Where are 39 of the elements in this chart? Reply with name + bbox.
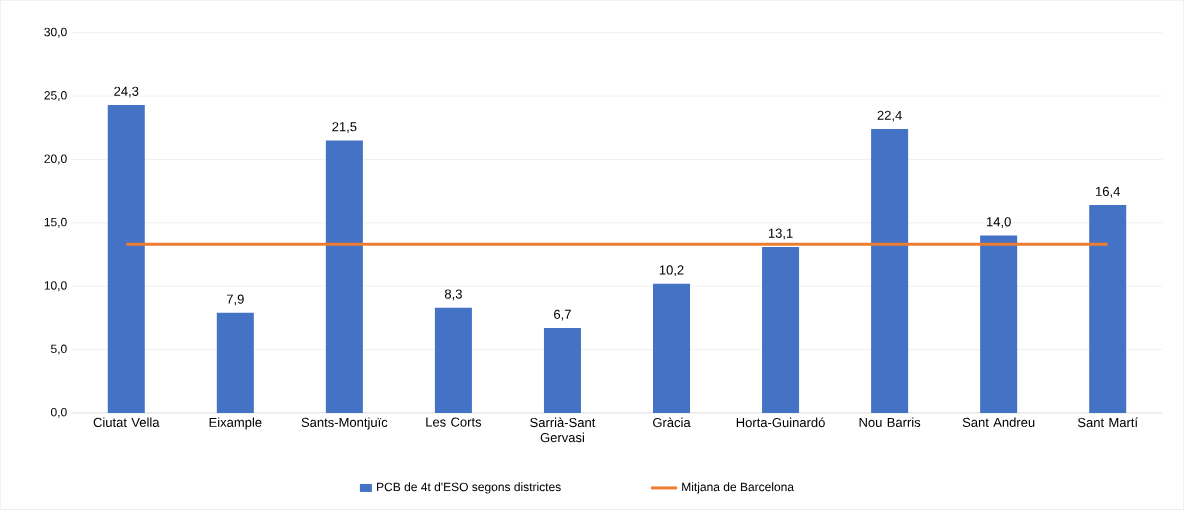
- bar: [543, 328, 581, 414]
- x-tick-label: Sants-Montjuïc: [301, 417, 388, 430]
- x-tick-label: Eixample: [209, 417, 262, 430]
- bar: [107, 105, 145, 414]
- y-tick-label: 20,0: [44, 154, 67, 165]
- x-tick-label: Sant Andreu: [962, 417, 1035, 428]
- data-label: 22,4: [877, 110, 902, 122]
- y-tick-label: 10,0: [44, 281, 67, 292]
- bar: [762, 247, 800, 414]
- y-tick-label: 5,0: [51, 344, 67, 355]
- legend-label: Mitjana de Barcelona: [682, 482, 795, 494]
- x-tick-label: Les Corts: [426, 417, 482, 427]
- bar: [216, 312, 254, 414]
- bar: [1089, 205, 1127, 414]
- bar: [871, 129, 909, 414]
- y-tick-label: 0,0: [50, 408, 67, 419]
- data-label: 6,7: [554, 309, 571, 321]
- bar: [325, 140, 363, 414]
- data-label: 10,2: [659, 265, 684, 277]
- bar: [653, 283, 691, 414]
- x-tick-label: Gràcia: [653, 417, 691, 428]
- data-label: 21,5: [332, 122, 357, 134]
- data-label: 24,3: [114, 86, 139, 98]
- bar: [434, 307, 472, 414]
- y-tick-label: 30,0: [44, 27, 67, 38]
- data-label: 7,9: [226, 294, 244, 306]
- data-label: 16,4: [1096, 186, 1120, 198]
- x-tick-label: Horta-Guinardó: [736, 417, 825, 428]
- data-label: 13,1: [768, 228, 793, 240]
- x-tick-label: Sant Martí: [1077, 417, 1139, 428]
- x-tick-label: Nou Barris: [859, 417, 921, 428]
- data-label: 14,0: [986, 217, 1011, 229]
- bar: [980, 235, 1018, 414]
- x-tick-label: Sarrià-Sant Gervasi: [530, 417, 596, 443]
- legend-label: PCB de 4t d'ESO segons districtes: [377, 482, 561, 494]
- y-tick-label: 25,0: [44, 91, 67, 102]
- y-tick-label: 15,0: [44, 218, 67, 228]
- x-tick-label: Ciutat Vella: [93, 417, 160, 428]
- data-label: 8,3: [444, 289, 462, 301]
